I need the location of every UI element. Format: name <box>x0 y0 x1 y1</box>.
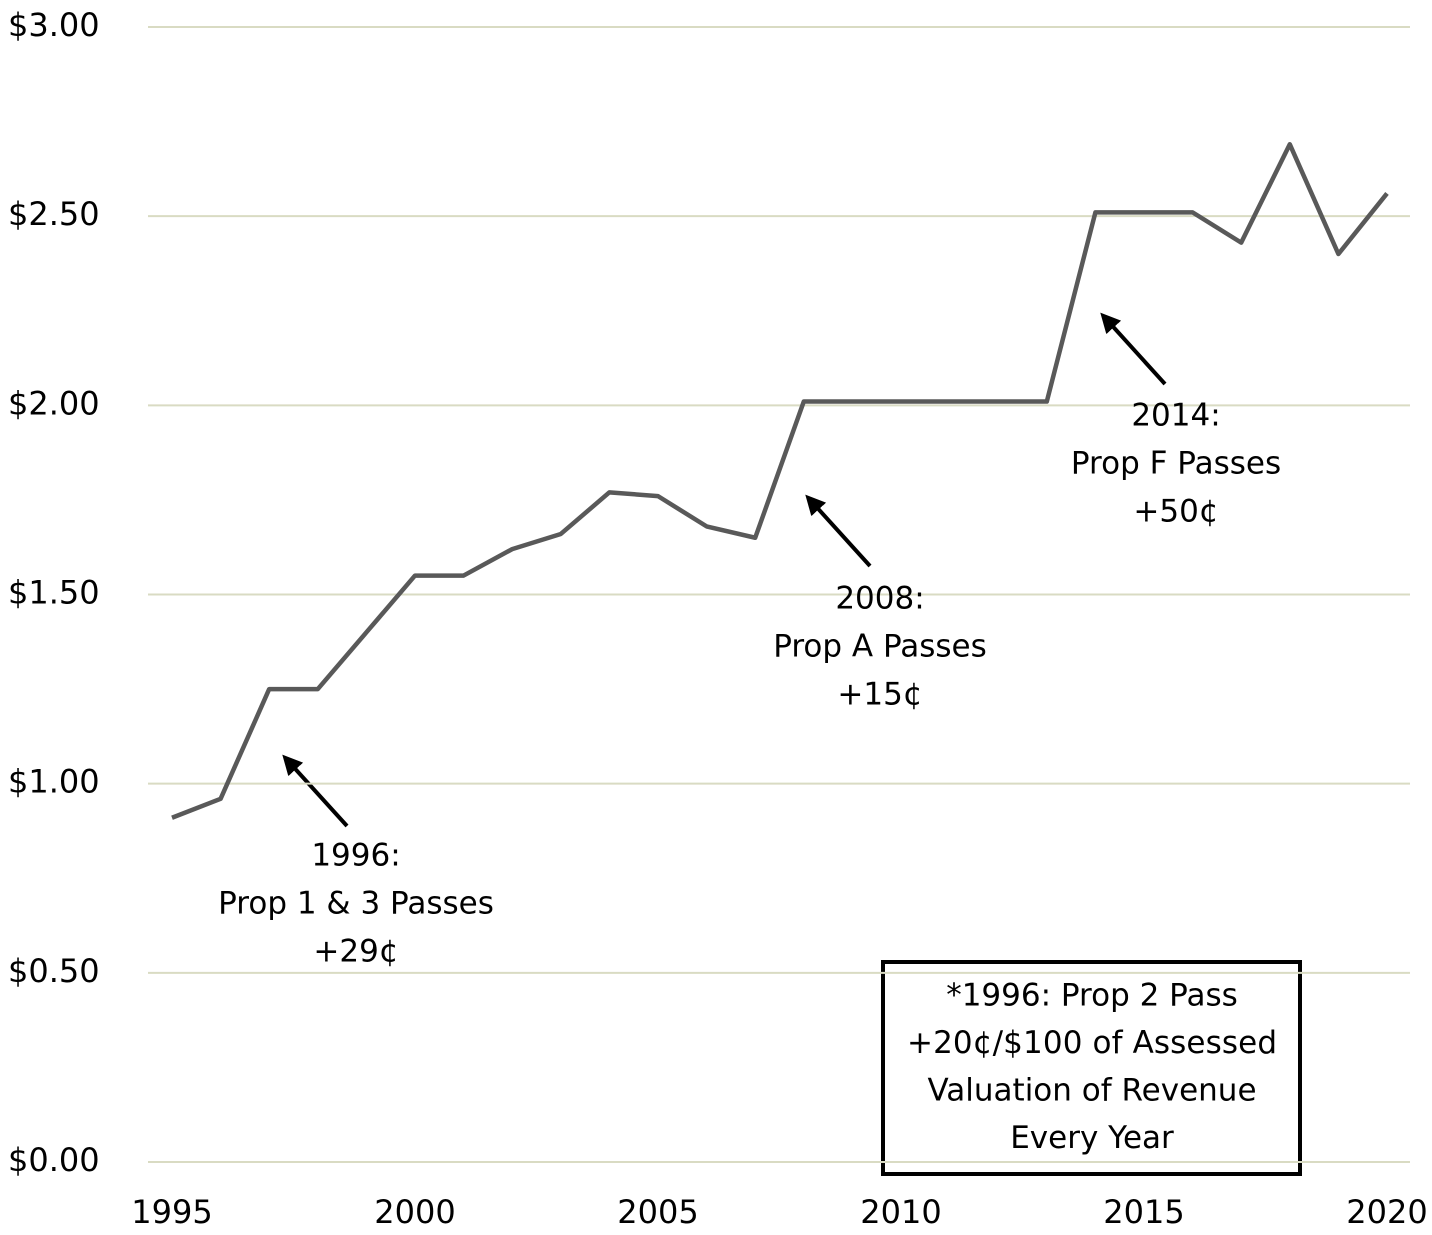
x-tick-label: 2020 <box>1346 1193 1427 1231</box>
annotation: Prop F Passes <box>1071 446 1281 482</box>
y-tick-label: $0.50 <box>8 952 100 990</box>
annotation: Prop A Passes <box>773 629 987 665</box>
y-tick-label: $3.00 <box>8 6 100 44</box>
annotation: 2014: <box>1131 398 1220 434</box>
annotation: 2008: <box>835 581 924 617</box>
note-text: +20¢/$100 of Assessed <box>907 1025 1277 1061</box>
y-tick-label: $2.50 <box>8 195 100 233</box>
data-line <box>171 142 1389 820</box>
y-tick-label: $1.50 <box>8 574 100 612</box>
y-tick-label: $1.00 <box>8 763 100 801</box>
note-text: Valuation of Revenue <box>927 1073 1256 1109</box>
annotation: Prop 1 & 3 Passes <box>218 886 494 922</box>
arrow <box>282 754 349 828</box>
y-tick-label: $0.00 <box>8 1141 100 1179</box>
x-tick-label: 2010 <box>860 1193 941 1231</box>
arrow <box>1100 312 1167 386</box>
note-text: Every Year <box>1010 1120 1174 1156</box>
annotation: +15¢ <box>837 677 922 713</box>
arrow <box>805 494 872 568</box>
y-tick-label: $2.00 <box>8 384 100 422</box>
x-tick-label: 2000 <box>374 1193 455 1231</box>
x-tick-label: 2015 <box>1103 1193 1184 1231</box>
annotation: +29¢ <box>313 934 398 970</box>
x-tick-label: 1995 <box>131 1193 212 1231</box>
annotation: 1996: <box>311 838 400 874</box>
annotation: +50¢ <box>1133 494 1218 530</box>
note-text: *1996: Prop 2 Pass <box>946 978 1238 1014</box>
note-box <box>881 960 1302 1176</box>
x-tick-label: 2005 <box>617 1193 698 1231</box>
